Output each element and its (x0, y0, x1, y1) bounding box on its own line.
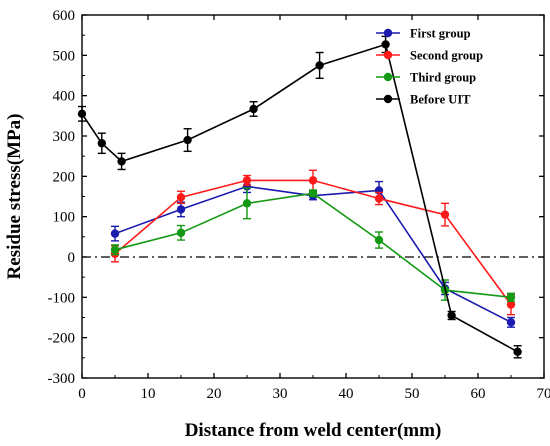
y-tick-label: -300 (48, 371, 76, 387)
x-tick-label: 20 (207, 386, 222, 402)
data-point (308, 176, 318, 185)
data-point (381, 40, 390, 49)
data-point (308, 189, 318, 198)
legend-marker (383, 50, 393, 60)
y-tick-label: 200 (53, 169, 76, 185)
legend-entry: Before UIT (376, 93, 471, 107)
data-point (374, 194, 384, 203)
series-line (81, 43, 518, 353)
series-second-group (110, 169, 516, 316)
data-point (242, 176, 252, 185)
data-point (183, 135, 192, 145)
data-point (506, 300, 516, 309)
legend-label: Third group (410, 71, 476, 85)
y-tick-label: -100 (48, 290, 76, 306)
y-tick-label: -200 (48, 331, 76, 347)
data-point (176, 205, 186, 214)
legend-label: Before UIT (410, 93, 471, 107)
series-before-uit (77, 35, 522, 359)
data-point (176, 193, 186, 202)
legend: First group Second group Third group Before… (376, 27, 483, 107)
x-tick-label: 10 (141, 386, 156, 402)
data-point (506, 293, 516, 302)
x-tick-label: 70 (537, 386, 550, 402)
data-point (97, 139, 107, 148)
x-axis-title: Distance from weld center(mm) (185, 420, 442, 441)
series-layer (77, 35, 522, 359)
series-first-group (110, 179, 516, 328)
data-point (249, 104, 258, 114)
x-tick-label: 60 (471, 386, 486, 402)
series-line (114, 192, 512, 299)
legend-entry: First group (376, 27, 471, 41)
data-point (242, 199, 252, 208)
data-point (374, 235, 384, 245)
y-tick-label: 600 (53, 8, 76, 24)
data-point (506, 318, 516, 327)
y-tick-label: 400 (53, 89, 76, 105)
data-point (176, 228, 186, 237)
y-tick-label: 100 (53, 210, 76, 226)
legend-marker (383, 28, 393, 38)
data-point (110, 245, 120, 254)
y-axis-title: Residue stress(MPa) (4, 114, 25, 280)
x-tick-label: 0 (78, 386, 86, 402)
legend-marker (383, 94, 393, 104)
y-tick-label: 0 (68, 250, 76, 266)
y-tick-label: 500 (53, 48, 76, 64)
legend-label: First group (410, 27, 471, 41)
x-tick-label: 40 (339, 386, 354, 402)
legend-entry: Second group (376, 49, 483, 63)
legend-label: Second group (410, 49, 483, 63)
series-line (114, 185, 512, 324)
data-point (315, 61, 324, 70)
x-tick-label: 30 (273, 386, 288, 402)
legend-marker (383, 72, 393, 82)
data-point (117, 157, 126, 166)
axes-layer: 0 10 20 30 40 50 60 70 -300 -200 -100 0 100 200 300 400… (48, 8, 550, 402)
data-point (447, 311, 456, 320)
legend-entry: Third group (376, 71, 476, 85)
y-tick-label: 300 (53, 129, 76, 145)
x-tick-label: 50 (405, 386, 420, 402)
data-point (513, 347, 522, 356)
data-point (110, 229, 120, 238)
data-point (440, 210, 450, 219)
